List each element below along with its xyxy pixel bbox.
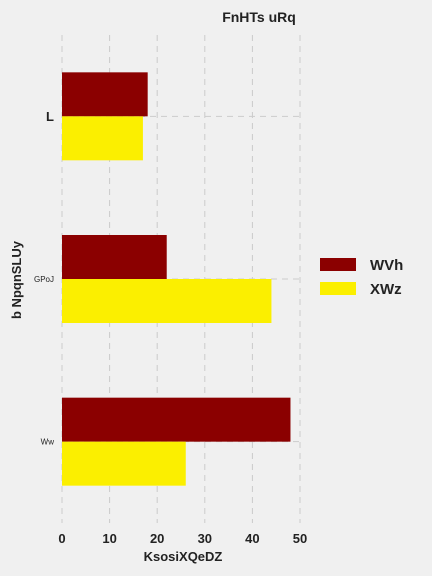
x-axis-label: KsosiXQeDZ [144, 549, 223, 564]
x-tick-label: 20 [150, 531, 164, 546]
bar-xwz-gpoj [62, 279, 272, 323]
bar-xwz-l [62, 116, 143, 161]
bar-xwz-ww [62, 441, 186, 486]
y-tick-label: GPoJ [34, 275, 54, 284]
y-tick-label: Ww [41, 437, 55, 446]
chart-title: FnHTs uRq [222, 9, 296, 25]
y-tick-labels: L GPoJ Ww [34, 109, 54, 447]
bar-wvh-gpoj [62, 235, 167, 279]
x-tick-labels: 0 10 20 30 40 50 [58, 531, 307, 546]
bar-wvh-l [62, 72, 148, 117]
x-tick-label: 10 [102, 531, 116, 546]
y-axis-label: b NpqnSLUy [9, 240, 24, 319]
legend-label-xwz: XWz [370, 281, 402, 298]
legend-label-wvh: WVh [370, 257, 403, 274]
legend-swatch-xwz [320, 282, 356, 295]
legend-swatch-wvh [320, 258, 356, 271]
x-tick-label: 0 [58, 531, 65, 546]
x-tick-label: 30 [198, 531, 212, 546]
legend: WVh XWz [320, 257, 403, 298]
bars [62, 72, 291, 486]
y-tick-label: L [46, 109, 54, 124]
x-tick-label: 50 [293, 531, 307, 546]
x-tick-label: 40 [245, 531, 259, 546]
bar-wvh-ww [62, 397, 291, 442]
